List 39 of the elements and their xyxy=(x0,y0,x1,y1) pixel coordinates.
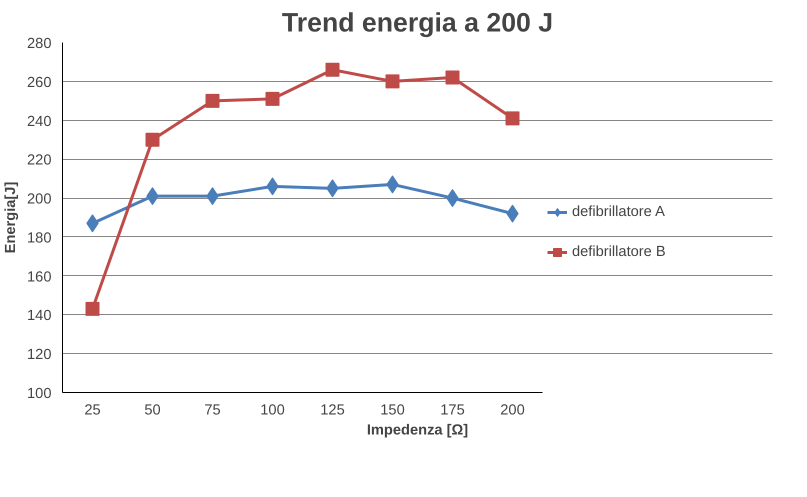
point xyxy=(146,187,159,206)
x-tick-label: 175 xyxy=(440,402,465,418)
point xyxy=(506,204,519,223)
y-tick-label: 180 xyxy=(27,230,52,246)
point xyxy=(506,111,520,126)
y-tick-label: 100 xyxy=(27,386,52,402)
y-tick-label: 160 xyxy=(27,269,52,286)
y-tick-label: 200 xyxy=(27,192,52,208)
y-tick-label: 240 xyxy=(27,114,52,130)
point xyxy=(86,214,99,232)
point xyxy=(266,92,280,106)
x-axis-title: Impedenza [Ω] xyxy=(366,422,468,438)
point xyxy=(326,62,340,77)
point xyxy=(386,74,400,88)
point xyxy=(446,70,460,84)
x-tick-label: 75 xyxy=(204,402,221,418)
chart-title: Trend energia a 200 J xyxy=(282,8,554,38)
y-tick-label: 140 xyxy=(27,308,52,324)
point xyxy=(326,179,339,198)
point xyxy=(146,132,160,147)
point xyxy=(206,94,220,108)
point xyxy=(266,177,279,196)
legend-label: defibrillatore B xyxy=(572,244,666,260)
x-tick-label: 25 xyxy=(84,402,101,418)
x-tick-label: 100 xyxy=(260,402,285,418)
y-tick-label: 120 xyxy=(27,347,52,364)
point xyxy=(86,302,100,316)
legend-label: defibrillatore A xyxy=(572,204,665,220)
y-tick-label: 260 xyxy=(27,74,52,91)
point xyxy=(386,175,399,194)
point xyxy=(446,189,459,208)
x-tick-label: 150 xyxy=(380,402,405,418)
x-tick-label: 125 xyxy=(320,402,345,418)
y-tick-label: 280 xyxy=(27,36,52,52)
point xyxy=(206,187,219,206)
y-tick-label: 220 xyxy=(27,152,52,169)
x-tick-label: 200 xyxy=(500,402,525,418)
x-tick-label: 50 xyxy=(144,402,161,418)
y-axis-title: Energia[J] xyxy=(3,182,20,254)
